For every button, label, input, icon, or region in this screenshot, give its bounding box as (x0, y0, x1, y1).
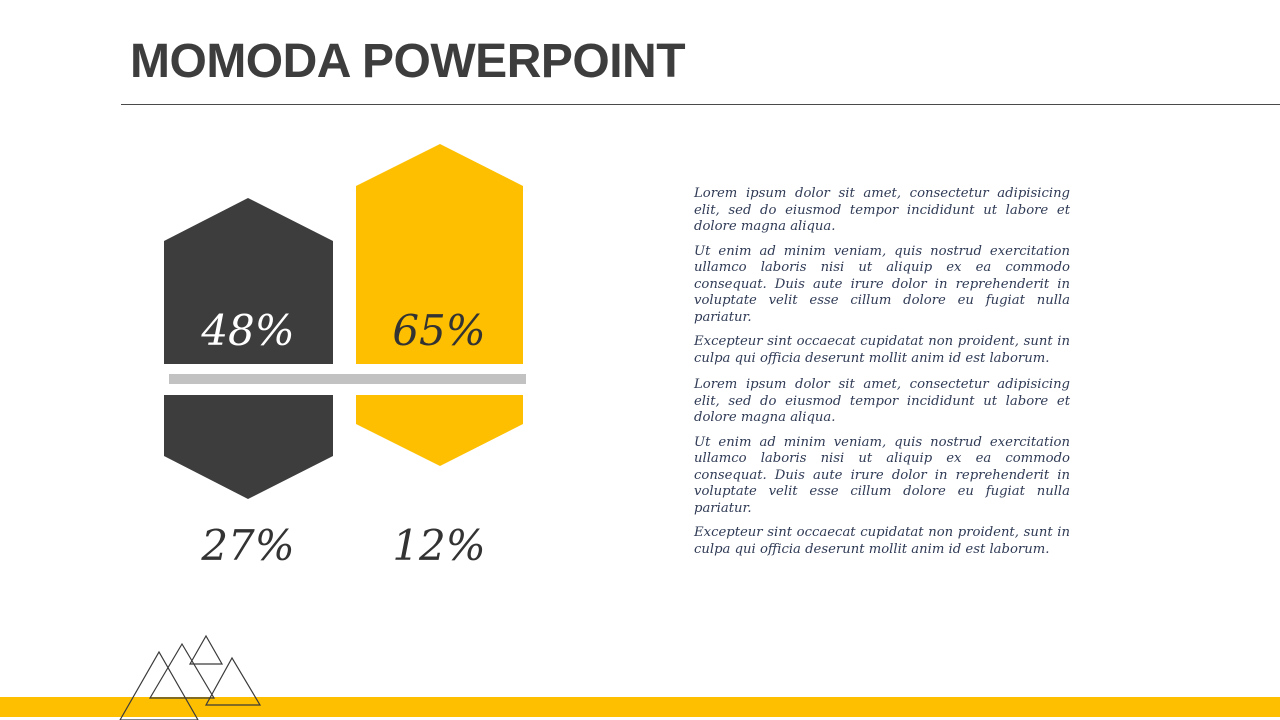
yellow-bottom-percentage: 12% (392, 521, 486, 570)
text-block-2: Lorem ipsum dolor sit amet, consectetur … (694, 377, 1070, 558)
slide-title: MOMODA POWERPOINT (130, 35, 686, 88)
yellow-top-percentage: 65% (392, 306, 486, 355)
paragraph: Excepteur sint occaecat cupidatat non pr… (694, 334, 1070, 366)
footer-accent-bar (0, 697, 1280, 717)
body-text-column: Lorem ipsum dolor sit amet, consectetur … (694, 186, 1070, 566)
dark-hexagon-top (164, 198, 333, 364)
paragraph: Lorem ipsum dolor sit amet, consectetur … (694, 377, 1070, 425)
paragraph: Ut enim ad minim veniam, quis nostrud ex… (694, 434, 1070, 516)
paragraph: Ut enim ad minim veniam, quis nostrud ex… (694, 243, 1070, 325)
yellow-hexagon-bottom (356, 395, 523, 466)
hexagon-graphic (164, 144, 526, 499)
text-block-1: Lorem ipsum dolor sit amet, consectetur … (694, 186, 1070, 367)
dark-top-percentage: 48% (201, 306, 295, 355)
dark-hexagon-bottom (164, 395, 333, 499)
paragraph: Lorem ipsum dolor sit amet, consectetur … (694, 186, 1070, 234)
yellow-hexagon-top (356, 144, 523, 364)
triangle-decoration (119, 634, 262, 720)
paragraph: Excepteur sint occaecat cupidatat non pr… (694, 525, 1070, 557)
title-divider (121, 104, 1280, 105)
dark-bottom-percentage: 27% (201, 521, 295, 570)
gray-divider-bar (169, 374, 526, 384)
